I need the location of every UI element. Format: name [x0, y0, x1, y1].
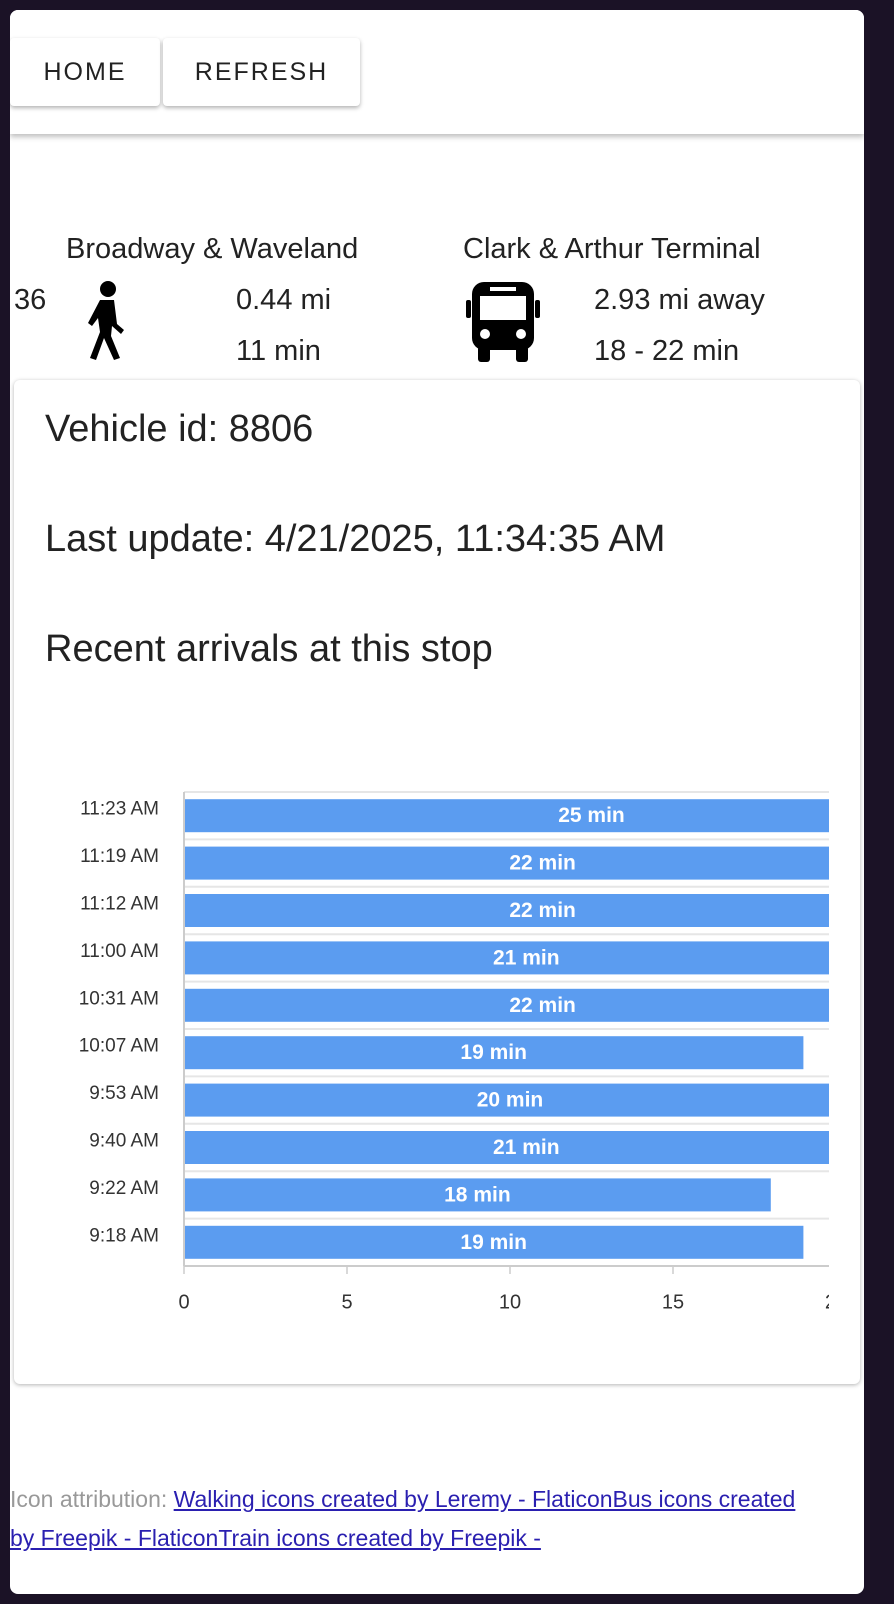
bar-label: 20 min	[477, 1089, 544, 1112]
walk-time: 11 min	[236, 335, 321, 367]
home-button[interactable]: HOME	[10, 38, 160, 106]
bar	[184, 799, 829, 833]
app-bar: HOME REFRESH	[10, 10, 864, 134]
last-update: Last update: 4/21/2025, 11:34:35 AM	[45, 518, 666, 560]
attribution-label: Icon attribution:	[10, 1486, 168, 1512]
y-tick-label: 11:12 AM	[80, 894, 159, 915]
x-tick-label: 10	[499, 1291, 521, 1313]
y-tick-label: 9:22 AM	[89, 1178, 159, 1199]
bar-label: 22 min	[509, 852, 576, 875]
y-tick-label: 9:18 AM	[89, 1225, 159, 1246]
bar	[184, 894, 829, 927]
bar	[184, 988, 829, 1022]
stop-name: Clark & Arthur Terminal	[463, 233, 761, 265]
bar	[184, 1083, 829, 1117]
bar	[184, 1178, 771, 1212]
refresh-button[interactable]: REFRESH	[163, 38, 360, 106]
stop-name: Broadway & Waveland	[66, 233, 359, 265]
x-tick-label: 15	[662, 1291, 684, 1313]
y-tick-label: 9:40 AM	[89, 1131, 159, 1152]
bar	[184, 1131, 829, 1164]
vehicle-card: Vehicle id: 8806 Last update: 4/21/2025,…	[14, 380, 860, 1384]
bar	[184, 846, 829, 880]
bar-label: 19 min	[460, 1231, 527, 1254]
bus-time: 18 - 22 min	[594, 335, 740, 367]
bar	[184, 1225, 804, 1259]
y-tick-label: 11:19 AM	[80, 846, 159, 867]
y-tick-label: 10:31 AM	[79, 988, 159, 1009]
y-tick-label: 10:07 AM	[79, 1036, 159, 1057]
bar-label: 21 min	[493, 1136, 560, 1159]
walk-distance: 0.44 mi	[236, 284, 332, 316]
y-tick-label: 9:53 AM	[89, 1083, 159, 1104]
x-tick-label: 0	[178, 1291, 189, 1313]
bus-icon	[466, 282, 540, 362]
vehicle-id: Vehicle id: 8806	[45, 408, 314, 450]
walk-icon	[88, 281, 124, 360]
footer: Icon attribution: Walking icons created …	[10, 1480, 810, 1558]
bar-label: 19 min	[460, 1041, 527, 1064]
bar-label: 21 min	[493, 946, 560, 969]
bar-label: 22 min	[509, 899, 576, 922]
y-tick-label: 11:00 AM	[80, 941, 159, 962]
y-tick-label: 11:23 AM	[80, 799, 159, 820]
section-title: Recent arrivals at this stop	[45, 628, 493, 670]
x-tick-label: 20	[825, 1291, 829, 1313]
app: HOME REFRESH 36 Broadway & Waveland 0.44…	[10, 10, 864, 1594]
bar	[184, 1036, 804, 1070]
route-number: 36	[14, 284, 47, 316]
x-tick-label: 5	[341, 1291, 352, 1313]
bar-label: 25 min	[558, 804, 625, 827]
attribution-link[interactable]: Walking icons created by Leremy - Flatic…	[10, 1486, 796, 1551]
bar-label: 22 min	[509, 994, 576, 1017]
bus-distance: 2.93 mi away	[594, 284, 765, 316]
bar	[184, 941, 829, 975]
bar-label: 18 min	[444, 1183, 511, 1206]
